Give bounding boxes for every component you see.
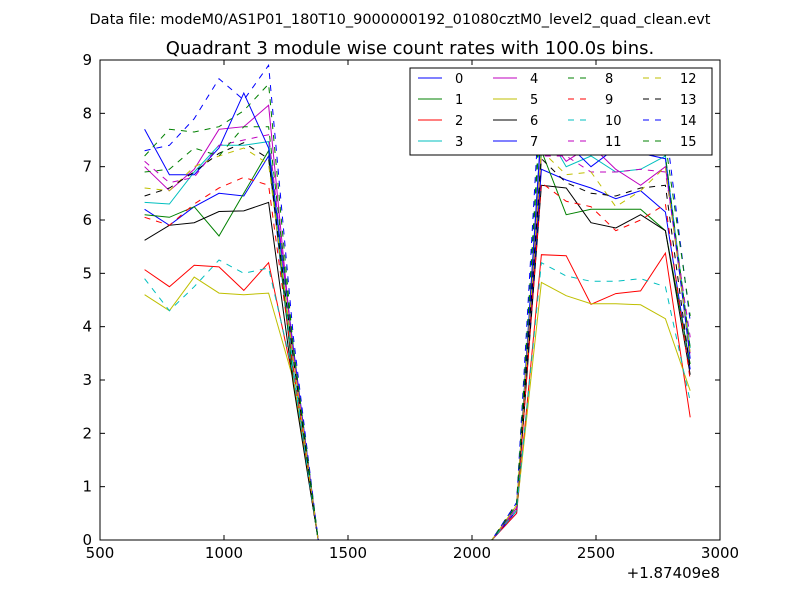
x-axis: 500 1000 1500 2000 2500 3000: [86, 60, 739, 562]
series-line-7: [144, 91, 691, 540]
series-line-3: [144, 122, 691, 540]
legend-label-2: 2: [455, 114, 463, 129]
legend-label-0: 0: [455, 72, 463, 87]
chart-title: Quadrant 3 module wise count rates with …: [166, 38, 655, 59]
y-tick-label: 0: [82, 531, 92, 549]
legend-label-7: 7: [530, 135, 538, 150]
series-line-1: [144, 149, 691, 540]
legend-label-8: 8: [605, 72, 613, 87]
x-tick-label: 1000: [205, 544, 243, 562]
y-tick-label: 4: [82, 318, 92, 336]
legend-label-5: 5: [530, 93, 538, 108]
y-tick-label: 3: [82, 371, 92, 389]
legend-label-12: 12: [680, 72, 697, 87]
x-tick-label: 2000: [453, 544, 491, 562]
series-line-6: [144, 184, 691, 540]
series-line-12: [144, 147, 691, 540]
x-offset-label: +1.87409e8: [627, 564, 720, 582]
y-tick-label: 2: [82, 424, 92, 442]
legend-label-4: 4: [530, 72, 538, 87]
x-tick-label: 2500: [577, 544, 615, 562]
series-line-2: [144, 251, 691, 540]
y-tick-label: 9: [82, 51, 92, 69]
series-line-10: [144, 259, 691, 540]
legend-label-9: 9: [605, 93, 613, 108]
y-tick-label: 6: [82, 211, 92, 229]
series-line-9: [144, 176, 691, 540]
legend-label-11: 11: [605, 135, 622, 150]
y-tick-label: 8: [82, 104, 92, 122]
x-tick-label: 3000: [701, 544, 739, 562]
x-tick-label: 500: [86, 544, 115, 562]
legend-label-1: 1: [455, 93, 463, 108]
legend-label-10: 10: [605, 114, 622, 129]
legend-label-3: 3: [455, 135, 463, 150]
legend-label-13: 13: [680, 93, 697, 108]
y-tick-label: 1: [82, 478, 92, 496]
y-tick-label: 7: [82, 158, 92, 176]
series-line-0: [144, 154, 691, 540]
legend-label-15: 15: [680, 135, 697, 150]
legend-box: [409, 67, 713, 156]
y-tick-label: 5: [82, 264, 92, 282]
axes-frame: [99, 59, 721, 541]
x-tick-label: 1500: [329, 544, 367, 562]
legend-label-14: 14: [680, 114, 697, 129]
suptitle: Data file: modeM0/AS1P01_180T10_90000001…: [90, 12, 711, 28]
series-line-5: [144, 276, 691, 540]
legend-label-6: 6: [530, 114, 538, 129]
